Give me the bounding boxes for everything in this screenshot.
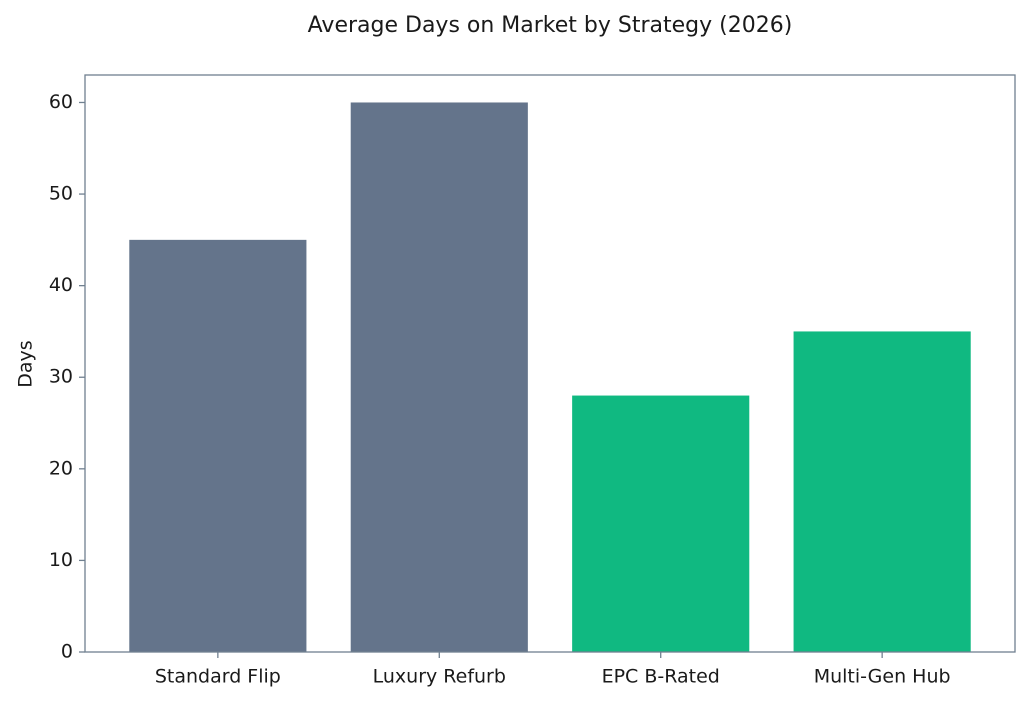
y-axis-label: Days	[15, 340, 37, 387]
y-tick-label: 30	[49, 366, 73, 388]
x-tick-label: EPC B-Rated	[602, 666, 720, 688]
chart-title: Average Days on Market by Strategy (2026…	[308, 13, 793, 38]
y-tick-label: 50	[49, 183, 73, 205]
x-tick-label: Luxury Refurb	[373, 666, 506, 688]
x-tick-label: Standard Flip	[155, 666, 281, 688]
y-tick-label: 60	[49, 91, 73, 113]
bar	[129, 239, 307, 652]
y-tick-label: 40	[49, 274, 73, 296]
plot-frame	[84, 74, 1016, 653]
bar	[572, 395, 750, 652]
y-tick-label: 0	[61, 641, 73, 663]
bar	[793, 331, 971, 652]
y-tick-label: 20	[49, 457, 73, 479]
bar	[350, 102, 528, 652]
y-tick-label: 10	[49, 549, 73, 571]
x-tick-label: Multi-Gen Hub	[814, 666, 951, 688]
